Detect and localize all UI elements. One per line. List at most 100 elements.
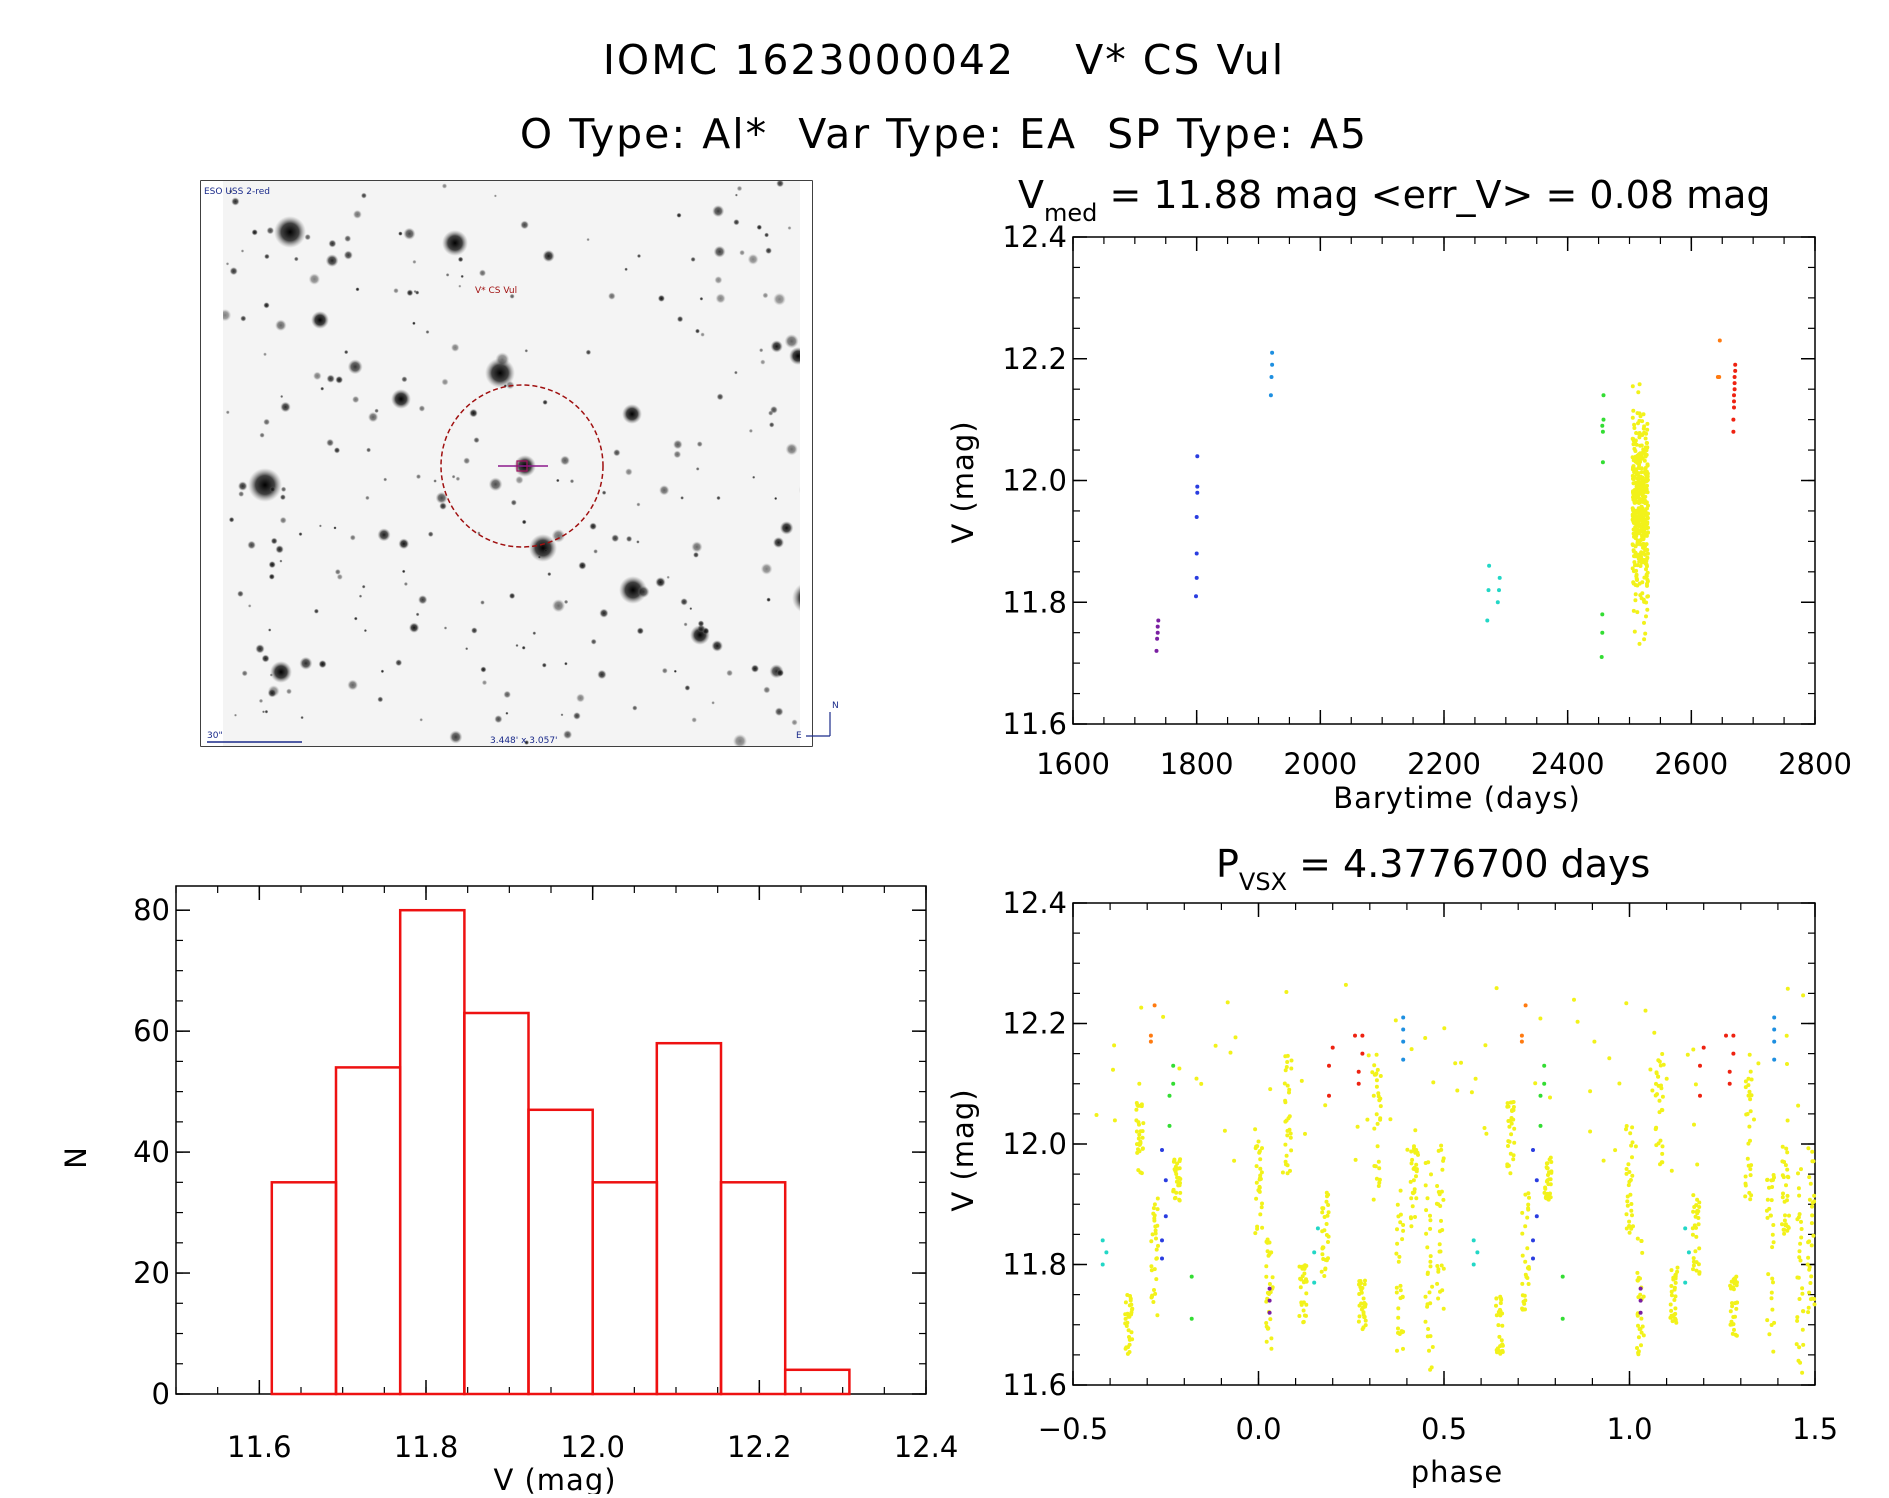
phased-point [1175, 1175, 1180, 1180]
lightcurve-point [1637, 435, 1642, 440]
finder-star [355, 287, 360, 292]
phased-point [1672, 1287, 1677, 1292]
phased-point [1523, 1259, 1528, 1264]
phased-point [1321, 1257, 1326, 1261]
phased-point [1664, 1076, 1669, 1081]
lightcurve-point [1633, 583, 1638, 587]
phased-point [1394, 1251, 1399, 1256]
finder-star [280, 394, 284, 399]
finder-star [347, 359, 363, 375]
phased-point [1301, 1320, 1306, 1325]
lightcurve-point [1637, 490, 1642, 495]
phased-point [1435, 1281, 1440, 1286]
phased-point [1128, 1298, 1133, 1303]
phased-point [1171, 1081, 1176, 1086]
phased-point [1812, 1193, 1817, 1198]
phased-point [1312, 1280, 1317, 1285]
finder-star [750, 664, 760, 673]
lightcurve-point [1634, 572, 1639, 577]
phased-point [1285, 1053, 1290, 1058]
finder-star [352, 395, 360, 404]
phased-point [1175, 1161, 1180, 1166]
phased-point [1400, 1295, 1405, 1300]
phased-point [1469, 1090, 1474, 1095]
histogram-ytick-label: 80 [133, 893, 170, 927]
phased-point [1437, 1242, 1442, 1247]
finder-star [542, 249, 555, 263]
phased-point [1356, 1319, 1361, 1324]
finder-star [274, 216, 306, 248]
finder-star [774, 496, 778, 501]
phased-point [1225, 1000, 1230, 1005]
phased-point [1798, 1241, 1803, 1246]
phased-point [1148, 1033, 1153, 1038]
phased-point [1807, 1265, 1812, 1270]
phased-point [1731, 1051, 1736, 1056]
finder-star [237, 481, 248, 491]
phased-point [1303, 1131, 1307, 1136]
phased-point [1660, 1108, 1665, 1113]
lightcurve-point [1731, 429, 1736, 434]
finder-star [657, 294, 666, 302]
phased-point [1425, 1272, 1430, 1276]
lightcurve-point [1631, 492, 1636, 497]
phased-point [1506, 1139, 1511, 1144]
finder-star [261, 654, 270, 663]
finder-star [676, 315, 684, 323]
finder-star [541, 662, 547, 668]
finder-star [693, 551, 699, 558]
phased-point [1123, 1321, 1128, 1326]
phased-point [1408, 1215, 1413, 1220]
phased-point [1669, 1289, 1674, 1294]
phased-point [1376, 1159, 1381, 1164]
phased-point [1511, 1105, 1516, 1109]
phased-point [1148, 1039, 1153, 1044]
phased-point [1453, 1061, 1458, 1066]
phased-point [1520, 1231, 1525, 1236]
finder-star [279, 516, 287, 524]
phased-point [1544, 1196, 1549, 1201]
phased-point [1264, 1321, 1269, 1325]
phased-point [1771, 1240, 1776, 1245]
phased-point [1656, 1058, 1661, 1063]
finder-star [680, 598, 688, 606]
lightcurve-point [1195, 490, 1200, 495]
finder-star [697, 624, 706, 633]
histogram-ytick-label: 60 [133, 1014, 170, 1048]
phased-point [1690, 1232, 1695, 1237]
phased-point [1748, 1097, 1753, 1102]
phased-point [1127, 1337, 1132, 1342]
phased-point [1767, 1185, 1771, 1190]
lightcurve-point [1638, 564, 1643, 568]
phased-point [1784, 1146, 1789, 1151]
phased-point [1134, 1129, 1139, 1134]
finder-star [666, 575, 670, 579]
phased-frame [1072, 902, 1816, 1386]
phased-point [1765, 1178, 1770, 1182]
finder-star [637, 585, 650, 598]
phased-point [1394, 1290, 1399, 1295]
phased-point [1123, 1316, 1128, 1321]
phased-point [1660, 1052, 1665, 1056]
phased-point [1297, 1314, 1302, 1318]
lightcurve-point [1637, 382, 1642, 387]
phased-point [1780, 1222, 1784, 1227]
finder-star [493, 194, 497, 198]
phased-point [1495, 1346, 1500, 1351]
phased-point [1731, 1285, 1736, 1290]
phased-point [1361, 1312, 1366, 1317]
phased-point [1363, 1318, 1368, 1323]
lightcurve-point [1641, 412, 1646, 417]
phased-point [1772, 1175, 1776, 1180]
phased-point [1371, 1093, 1376, 1098]
finder-star [734, 193, 738, 197]
phased-point [1626, 1183, 1631, 1188]
finder-star [269, 673, 273, 677]
lightcurve-point [1601, 417, 1606, 422]
phased-point [1256, 1188, 1261, 1193]
lightcurve-point [1495, 600, 1500, 605]
phased-point [1436, 1267, 1441, 1272]
lightcurve-point [1194, 594, 1198, 599]
finder-star [563, 730, 573, 740]
finder-star [267, 688, 277, 698]
